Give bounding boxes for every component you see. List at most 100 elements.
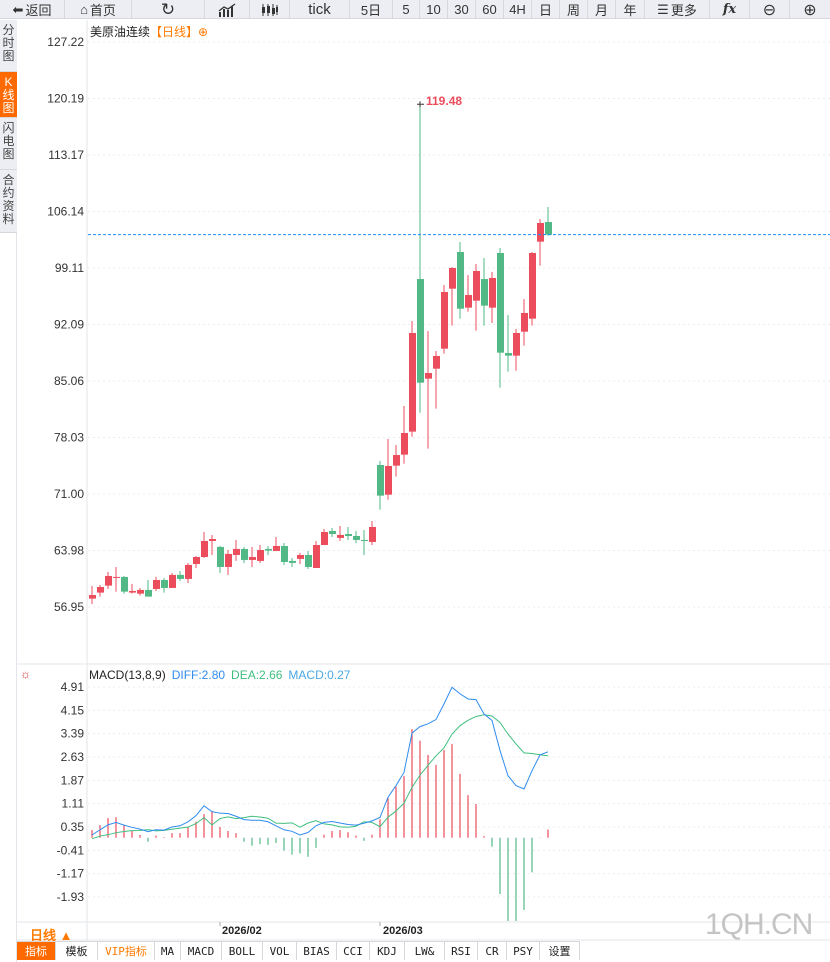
candle-body bbox=[457, 252, 464, 309]
candle-body bbox=[193, 556, 200, 564]
candle-body bbox=[505, 353, 512, 356]
macd-tick-label: -0.41 bbox=[57, 843, 85, 857]
fx-icon: fx bbox=[722, 2, 737, 17]
5day-button[interactable]: 5日 bbox=[350, 0, 393, 19]
candle-body bbox=[393, 455, 400, 466]
candle-body bbox=[161, 579, 168, 588]
candle-body bbox=[153, 579, 160, 589]
candle-button[interactable] bbox=[250, 0, 290, 19]
y-tick-label: 120.19 bbox=[47, 92, 84, 106]
tab-contract-info[interactable]: 合约资料 bbox=[0, 170, 17, 233]
y-tick-label: 56.95 bbox=[54, 600, 84, 614]
y-tick-label: 106.14 bbox=[47, 205, 84, 219]
home-button[interactable]: ⌂ 首页 bbox=[65, 0, 132, 19]
y-tick-label: 113.17 bbox=[48, 148, 84, 162]
tab-rsi[interactable]: RSI bbox=[445, 942, 478, 960]
tab-macd[interactable]: MACD bbox=[181, 942, 222, 960]
tab-kline[interactable]: K线图 bbox=[0, 72, 17, 118]
candle-body bbox=[433, 355, 440, 369]
candle-body bbox=[329, 531, 336, 534]
candle-body bbox=[321, 531, 328, 546]
candle-body bbox=[129, 590, 136, 593]
candle-body bbox=[337, 534, 344, 538]
candlestick-icon bbox=[261, 3, 278, 16]
zoom-out-icon: ⊖ bbox=[762, 1, 777, 19]
home-label: 首页 bbox=[89, 3, 116, 18]
candle-body bbox=[529, 252, 536, 319]
candle-body bbox=[249, 556, 256, 560]
candle-body bbox=[465, 295, 472, 308]
back-arrow-icon: ⬅ bbox=[12, 1, 24, 17]
candle-body bbox=[105, 575, 112, 586]
10min-button[interactable]: 10 bbox=[420, 0, 448, 19]
indicator-chart-button[interactable] bbox=[205, 0, 250, 19]
candle-body bbox=[361, 539, 368, 541]
tab-settings[interactable]: 设置 bbox=[540, 942, 580, 960]
macd-tick-label: -1.93 bbox=[57, 890, 85, 904]
back-button[interactable]: ⬅ 返回 bbox=[0, 0, 65, 19]
tab-cr[interactable]: CR bbox=[478, 942, 507, 960]
candle-body bbox=[449, 268, 456, 289]
tab-boll[interactable]: BOLL bbox=[222, 942, 263, 960]
watermark: 1QH.CN bbox=[705, 908, 813, 941]
tab-indicator[interactable]: 指标 bbox=[17, 942, 56, 960]
tick-button[interactable]: tick bbox=[290, 0, 350, 19]
4h-button[interactable]: 4H bbox=[504, 0, 532, 19]
y-tick-label: 63.98 bbox=[54, 544, 84, 558]
y-tick-label: 127.22 bbox=[47, 35, 84, 49]
dif-line bbox=[91, 686, 549, 836]
refresh-icon: ↻ bbox=[160, 0, 176, 19]
candle-body bbox=[265, 548, 272, 551]
indicator-settings-icon[interactable]: ☼ bbox=[20, 667, 31, 681]
candle-body bbox=[369, 526, 376, 542]
tab-timeshare[interactable]: 分时图 bbox=[0, 20, 17, 72]
tab-vol[interactable]: VOL bbox=[263, 942, 297, 960]
candle-body bbox=[169, 574, 176, 588]
tab-template[interactable]: 模板 bbox=[56, 942, 98, 960]
tab-vip-indicator[interactable]: VIP指标 bbox=[98, 942, 155, 960]
5min-button[interactable]: 5 bbox=[393, 0, 420, 19]
zoom-out-button[interactable]: ⊖ bbox=[750, 0, 790, 19]
macd-name: MACD(13,8,9) bbox=[89, 668, 166, 682]
formula-button[interactable]: fx bbox=[710, 0, 750, 19]
candle-body bbox=[89, 595, 96, 599]
tab-bias[interactable]: BIAS bbox=[297, 942, 337, 960]
home-icon: ⌂ bbox=[80, 2, 88, 17]
candle-body bbox=[345, 533, 352, 537]
candle-body bbox=[473, 270, 480, 301]
candle-body bbox=[417, 279, 424, 383]
zoom-in-button[interactable]: ⊕ bbox=[790, 0, 830, 19]
tab-lwr[interactable]: LW& bbox=[405, 942, 445, 960]
period-selector[interactable]: 日线 ▲ bbox=[30, 928, 73, 943]
tab-flash[interactable]: 闪电图 bbox=[0, 118, 17, 170]
refresh-button[interactable]: ↻ bbox=[132, 0, 205, 19]
candle-body bbox=[353, 536, 360, 540]
candle-body bbox=[185, 564, 192, 579]
candle-body bbox=[385, 465, 392, 495]
candle-body bbox=[113, 576, 120, 578]
candle-body bbox=[401, 433, 408, 455]
settings-circle-icon[interactable]: ⊕ bbox=[198, 25, 209, 39]
menu-icon: ☰ bbox=[657, 1, 669, 17]
month-button[interactable]: 月 bbox=[588, 0, 616, 19]
year-button[interactable]: 年 bbox=[616, 0, 645, 19]
more-button[interactable]: ☰ 更多 bbox=[645, 0, 710, 19]
candle-body bbox=[281, 545, 288, 562]
tab-psy[interactable]: PSY bbox=[507, 942, 540, 960]
candle-body bbox=[497, 252, 504, 353]
date-label: 2026/03 bbox=[383, 925, 423, 937]
macd-value: MACD:0.27 bbox=[288, 668, 351, 682]
high-price-label: 119.48 bbox=[426, 94, 462, 108]
tab-cci[interactable]: CCI bbox=[337, 942, 370, 960]
tab-ma[interactable]: MA bbox=[155, 942, 181, 960]
macd-header: MACD(13,8,9) DIFF:2.80 DEA:2.66 MACD:0.2… bbox=[89, 668, 350, 682]
week-button[interactable]: 周 bbox=[560, 0, 588, 19]
60min-button[interactable]: 60 bbox=[476, 0, 504, 19]
bar-trend-icon bbox=[218, 2, 236, 17]
30min-button[interactable]: 30 bbox=[448, 0, 476, 19]
candle-body bbox=[217, 546, 224, 567]
tab-kdj[interactable]: KDJ bbox=[370, 942, 405, 960]
day-button[interactable]: 日 bbox=[532, 0, 560, 19]
macd-tick-label: 4.91 bbox=[61, 680, 85, 694]
